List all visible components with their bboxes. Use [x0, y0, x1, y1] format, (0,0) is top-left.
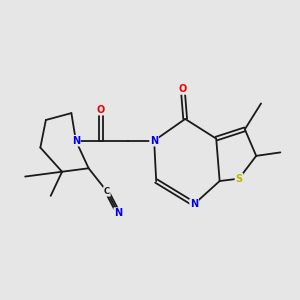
- Text: N: N: [72, 136, 80, 146]
- Text: O: O: [178, 84, 187, 94]
- Text: N: N: [150, 136, 158, 146]
- Text: S: S: [236, 174, 242, 184]
- Text: N: N: [114, 208, 122, 218]
- Text: C: C: [104, 187, 110, 196]
- Text: N: N: [190, 199, 198, 209]
- Text: O: O: [97, 105, 105, 115]
